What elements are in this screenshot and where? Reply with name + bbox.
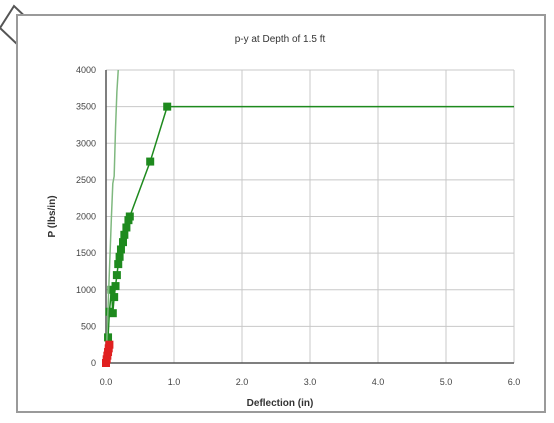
y-tick-label: 1000: [76, 285, 96, 295]
x-tick-label: 1.0: [168, 377, 181, 387]
series-point-0: [111, 282, 120, 291]
series-point-0: [114, 260, 123, 269]
y-tick-label: 3500: [76, 102, 96, 112]
series-point-0: [108, 309, 117, 318]
chart-title: p-y at Depth of 1.5 ft: [235, 34, 326, 45]
series-point-2: [105, 340, 114, 349]
series-point-0: [146, 157, 155, 166]
x-tick-label: 0.0: [100, 377, 113, 387]
series-point-0: [125, 212, 134, 221]
x-tick-label: 4.0: [372, 377, 385, 387]
tick-labels: 0.0 1.0 2.0 3.0 4.0 5.0 6.0 0 500 1000 1500 2000 250…: [76, 65, 520, 387]
y-tick-label: 2000: [76, 212, 96, 222]
x-tick-label: 3.0: [304, 377, 317, 387]
series-point-0: [107, 285, 116, 294]
y-tick-label: 500: [81, 321, 96, 331]
series-point-0: [115, 252, 124, 261]
series-point-0: [120, 230, 129, 239]
chart-area: 0.0 1.0 2.0 3.0 4.0 5.0 6.0 0 500 1000 1500 2000 250…: [47, 34, 520, 409]
y-tick-label: 3000: [76, 138, 96, 148]
x-axis-label: Deflection (in): [247, 398, 314, 409]
series-point-0: [110, 293, 119, 302]
y-tick-label: 2500: [76, 175, 96, 185]
series-point-0: [116, 245, 125, 254]
chart-frame: 0.0 1.0 2.0 3.0 4.0 5.0 6.0 0 500 1000 1500 2000 250…: [16, 14, 546, 413]
y-tick-label: 4000: [76, 65, 96, 75]
y-tick-label: 0: [91, 358, 96, 368]
series-point-0: [104, 333, 113, 342]
series-point-0: [122, 223, 131, 232]
x-tick-label: 6.0: [508, 377, 521, 387]
y-tick-label: 1500: [76, 248, 96, 258]
x-tick-label: 2.0: [236, 377, 249, 387]
series-point-0: [119, 238, 127, 247]
series-point-0: [112, 271, 121, 280]
x-tick-label: 5.0: [440, 377, 453, 387]
series-point-0: [163, 102, 172, 111]
series-line-1: [105, 69, 119, 364]
series-layer: [102, 69, 514, 367]
y-axis-label: P (lbs/in): [47, 195, 58, 237]
